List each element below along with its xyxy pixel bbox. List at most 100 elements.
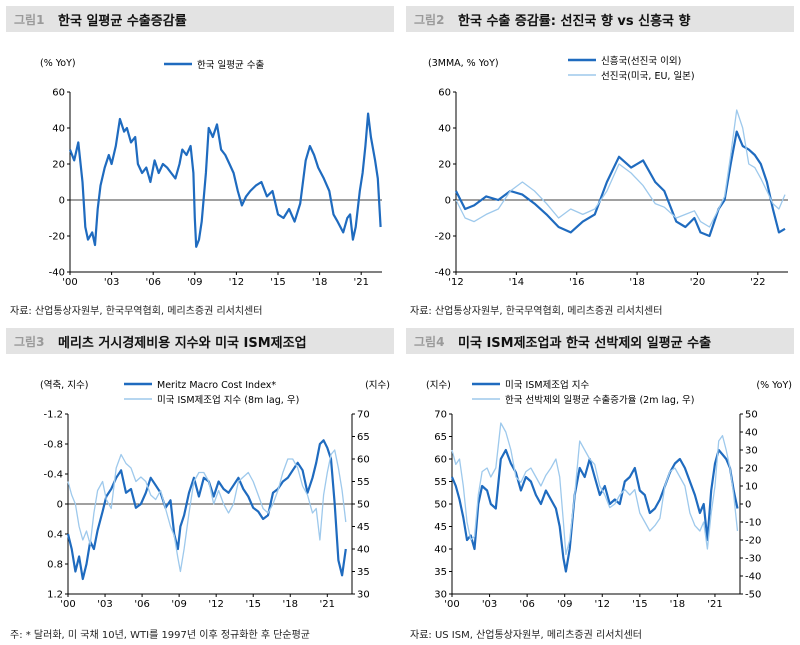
y-tick-label: 20 [52,160,65,171]
y-tick-label: -1.2 [43,410,63,421]
figure-number: 그림1 [14,13,45,27]
x-tick-label: '00 [444,599,459,610]
x-tick-label: '03 [104,277,119,288]
right-unit-label: (% YoY) [756,380,792,391]
x-tick-label: '12 [595,599,610,610]
chart-panel-1: 그림1 한국 일평균 수출증감률 -40 -20 0 20 40 60 '00 '03 '06 '… [6,6,394,322]
x-tick-label: '12 [448,277,463,288]
chart-header: 그림3 메리츠 거시경제비용 지수와 미국 ISM제조업 [6,328,394,354]
x-tick-label: '18 [312,277,327,288]
source-note: 자료: US ISM, 산업통상자원부, 메리츠증권 리서치센터 [410,630,643,641]
x-tick-label: '20 [690,277,705,288]
y-right-tick-label: -50 [745,590,761,601]
x-tick-label: '18 [629,277,644,288]
chart-panel-3: 그림3 메리츠 거시경제비용 지수와 미국 ISM제조업 -1.2 -0.8 -0.… [6,328,394,644]
right-unit-label: (지수) [365,380,390,391]
figure-number: 그림3 [14,335,45,349]
y-tick-label: 60 [52,88,65,99]
y-right-tick-label: 50 [745,410,758,421]
series-line [455,130,786,238]
chart-title: 한국 일평균 수출증감률 [58,14,187,29]
chart-panel-4: 그림4 미국 ISM제조업과 한국 선박제외 일평균 수출 30 35 40 45 50… [406,328,794,644]
left-unit-label: (지수) [426,380,451,391]
left-unit-label: (역축, 지수) [40,380,88,391]
y-right-tick-label: 45 [357,522,370,533]
x-tick-label: '03 [482,599,497,610]
y-right-tick-label: -20 [745,536,761,547]
figure-number: 그림4 [414,335,445,349]
chart-title: 메리츠 거시경제비용 지수와 미국 ISM제조업 [58,336,307,351]
y-right-tick-label: 65 [357,432,370,443]
chart-header: 그림4 미국 ISM제조업과 한국 선박제외 일평균 수출 [406,328,794,354]
x-tick-label: '15 [632,599,647,610]
line-chart: -1.2 -0.8 -0.4 0 0.4 0.8 1.2 30 35 40 45 50 55 60 65 70… [40,380,390,610]
y-tick-label: -0.8 [43,440,63,451]
x-tick-label: '06 [519,599,534,610]
y-tick-label: 0 [59,196,65,207]
y-tick-label: 35 [434,567,447,578]
y-right-tick-label: 55 [357,477,370,488]
y-tick-label: 60 [438,88,451,99]
x-tick-label: '06 [134,599,149,610]
y-right-tick-label: 30 [745,446,758,457]
x-tick-label: '00 [62,277,77,288]
y-right-tick-label: 40 [357,545,370,556]
y-tick-label: -40 [435,268,451,279]
legend-label: 한국 선박제외 일평균 수출증가율 (2m lag, 우) [505,394,694,406]
y-tick-label: 40 [434,545,447,556]
x-tick-label: '06 [145,277,160,288]
chart-title: 미국 ISM제조업과 한국 선박제외 일평균 수출 [458,336,712,351]
y-right-tick-label: 30 [357,590,370,601]
series-line [67,449,347,573]
figure-number: 그림2 [414,13,445,27]
x-tick-label: '18 [283,599,298,610]
x-tick-label: '21 [707,599,722,610]
y-right-tick-label: 60 [357,455,370,466]
y-right-tick-label: 35 [357,567,370,578]
y-right-tick-label: 40 [745,428,758,439]
y-right-tick-label: -30 [745,554,761,565]
y-tick-label: 60 [434,455,447,466]
line-chart: -40 -20 0 20 40 60 '12 '14 '16 '18 '20 '22 (3MMA, % … [428,55,788,288]
legend-label: 한국 일평균 수출 [197,60,264,71]
y-tick-label: 0 [445,196,451,207]
y-tick-label: 40 [438,124,451,135]
legend-label: 미국 ISM제조업 지수 [505,379,590,391]
series-line [451,422,739,556]
x-tick-label: '18 [670,599,685,610]
x-tick-label: '12 [208,599,223,610]
x-tick-label: '03 [97,599,112,610]
legend-label: Meritz Macro Cost Index* [157,380,276,391]
y-tick-label: 40 [52,124,65,135]
x-tick-label: '15 [270,277,285,288]
chart-title: 한국 수출 증감률: 선진국 향 vs 신흥국 향 [458,14,691,29]
y-right-tick-label: 0 [745,500,751,511]
y-right-tick-label: 10 [745,482,758,493]
source-note: 주: * 달러화, 미 국채 10년, WTI를 1997년 이후 정규화한 후… [10,630,311,641]
y-tick-label: 1.2 [47,590,63,601]
x-tick-label: '14 [509,277,524,288]
y-tick-label: 0 [57,500,63,511]
y-tick-label: -20 [49,232,65,243]
x-tick-label: '15 [245,599,260,610]
x-tick-label: '16 [569,277,584,288]
y-tick-label: 20 [438,160,451,171]
y-tick-label: 0.4 [47,530,63,541]
chart-panel-2: 그림2 한국 수출 증감률: 선진국 향 vs 신흥국 향 -40 -20 0 20 4… [406,6,794,322]
y-tick-label: 30 [434,590,447,601]
y-tick-label: 0.8 [47,560,63,571]
line-chart: 30 35 40 45 50 55 60 65 70 -50 -40 -30 -20 -10 0 10 20 30… [426,379,792,610]
x-tick-label: '22 [750,277,765,288]
y-tick-label: 45 [434,522,447,533]
y-tick-label: 65 [434,432,447,443]
series-line [455,109,786,228]
y-tick-label: 55 [434,477,447,488]
y-right-tick-label: 50 [357,500,370,511]
series-line [68,112,382,248]
source-note: 자료: 산업통상자원부, 한국무역협회, 메리츠증권 리서치센터 [10,306,263,317]
x-tick-label: '21 [320,599,335,610]
series-line [66,439,347,581]
y-right-tick-label: -10 [745,518,761,529]
x-tick-label: '21 [353,277,368,288]
y-right-tick-label: 70 [357,410,370,421]
